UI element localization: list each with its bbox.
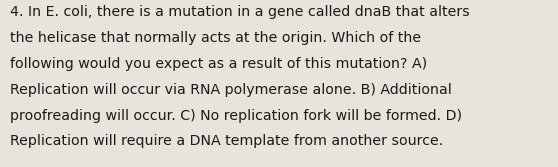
Text: Replication will require a DNA template from another source.: Replication will require a DNA template …	[10, 134, 443, 148]
Text: following would you expect as a result of this mutation? A): following would you expect as a result o…	[10, 57, 427, 71]
Text: Replication will occur via RNA polymerase alone. B) Additional: Replication will occur via RNA polymeras…	[10, 83, 452, 97]
Text: the helicase that normally acts at the origin. Which of the: the helicase that normally acts at the o…	[10, 31, 421, 45]
Text: proofreading will occur. C) No replication fork will be formed. D): proofreading will occur. C) No replicati…	[10, 109, 462, 123]
Text: 4. In E. coli, there is a mutation in a gene called dnaB that alters: 4. In E. coli, there is a mutation in a …	[10, 5, 470, 19]
